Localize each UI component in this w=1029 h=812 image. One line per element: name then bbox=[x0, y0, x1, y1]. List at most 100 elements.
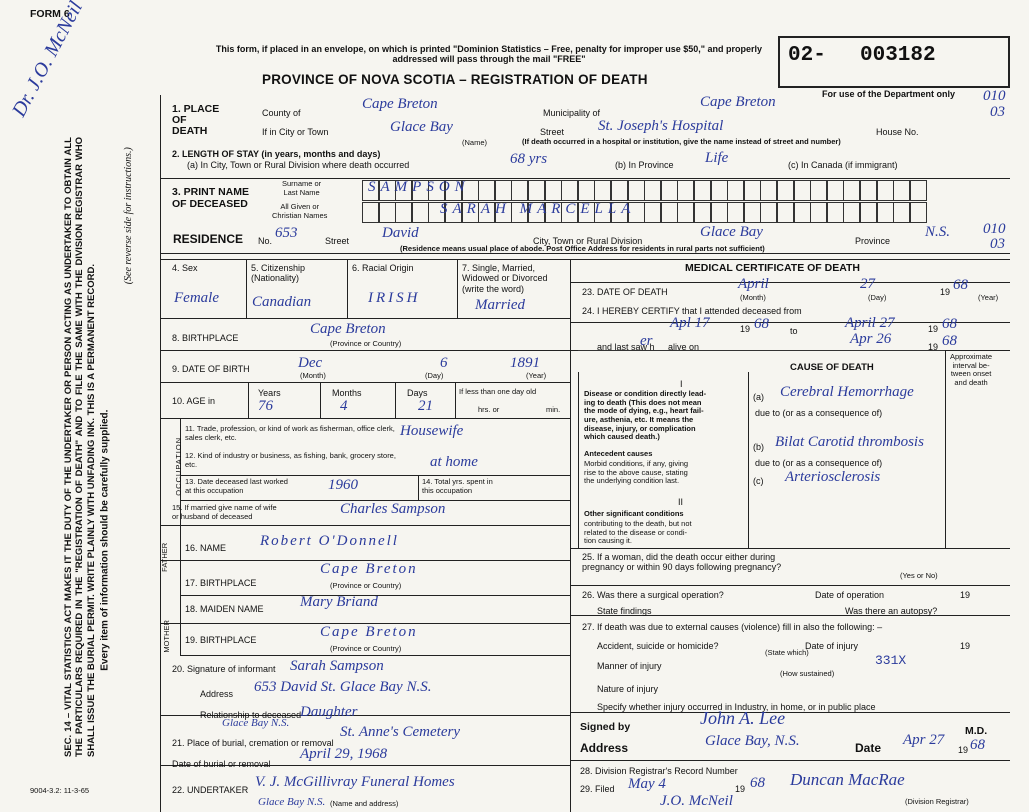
margin-reverse: (See reverse side for instructions.) bbox=[122, 147, 134, 285]
informant-address-label: Address bbox=[200, 689, 234, 699]
cause-other-text: contributing to the death, but not relat… bbox=[584, 519, 692, 546]
questions-yes-no: (Yes or No) bbox=[900, 571, 938, 580]
rule bbox=[160, 259, 1010, 260]
registrar-hint: (Division Registrar) bbox=[905, 797, 969, 806]
medical-month-hint: (Month) bbox=[740, 293, 766, 302]
place-county-label: County of bbox=[262, 108, 301, 118]
rule bbox=[180, 525, 181, 655]
burial-v22: V. J. McGillivray Funeral Homes bbox=[255, 774, 455, 790]
letter-box bbox=[810, 202, 828, 223]
informant-relation-label: Relationship to deceased bbox=[200, 710, 302, 720]
personal-marital-label: 7. Single, Married, Widowed or Divorced … bbox=[462, 263, 548, 294]
questions-q25: 25. If a woman, did the death occur eith… bbox=[582, 552, 782, 573]
letter-box bbox=[627, 180, 645, 201]
registrar-q29: 29. Filed bbox=[580, 784, 615, 794]
rule bbox=[570, 548, 1010, 549]
medical-q24: 24. I HEREBY CERTIFY that I attended dec… bbox=[582, 306, 802, 316]
rule bbox=[160, 95, 161, 812]
questions-autopsy: Was there an autopsy? bbox=[845, 606, 938, 616]
occupation-q13: 13. Date deceased last worked at this oc… bbox=[185, 477, 288, 495]
personal-dob-month: Dec bbox=[298, 355, 323, 371]
letter-box bbox=[843, 202, 861, 223]
letter-box bbox=[644, 180, 662, 201]
family-v16: Robert O'Donnell bbox=[260, 533, 399, 549]
cause-other: Other significant conditions bbox=[584, 509, 684, 518]
letter-box bbox=[660, 180, 678, 201]
residence-street-label: Street bbox=[325, 236, 350, 246]
letter-box bbox=[611, 202, 628, 223]
letter-box bbox=[677, 180, 695, 201]
medical-alive: alive on bbox=[668, 342, 700, 352]
rule bbox=[455, 382, 456, 418]
cause-box bbox=[578, 350, 945, 548]
letter-box bbox=[511, 180, 529, 201]
stay-c: (c) In Canada (if immigrant) bbox=[788, 160, 898, 170]
letter-box bbox=[826, 180, 844, 201]
residence-street: David bbox=[382, 225, 419, 241]
cause-c: Arteriosclerosis bbox=[785, 469, 881, 485]
letter-box bbox=[544, 180, 562, 201]
rule bbox=[180, 500, 570, 501]
personal-min: min. bbox=[546, 405, 561, 414]
signature-md: M.D. bbox=[965, 725, 988, 737]
letter-box bbox=[411, 180, 429, 201]
letter-box bbox=[378, 180, 396, 201]
letter-box bbox=[511, 202, 529, 223]
personal-birthplace: Cape Breton bbox=[310, 321, 386, 337]
place-street-label: Street bbox=[540, 127, 565, 137]
letter-box bbox=[826, 202, 844, 223]
rule bbox=[160, 560, 570, 561]
registrar-filed-year: 68 bbox=[750, 775, 765, 791]
medical-from-prefix: 19 bbox=[740, 324, 751, 334]
letter-box bbox=[876, 180, 894, 201]
personal-day-hint: (Day) bbox=[425, 371, 444, 380]
stay-a-value: 68 yrs bbox=[510, 151, 548, 167]
residence-label: RESIDENCE bbox=[173, 232, 244, 246]
registrar-filed: May 4 bbox=[628, 776, 666, 792]
rule bbox=[180, 418, 181, 525]
letter-box bbox=[411, 202, 429, 223]
letter-box bbox=[494, 180, 512, 201]
personal-age-label: 10. AGE in bbox=[172, 396, 216, 406]
registrar-q28: 28. Division Registrar's Record Number bbox=[580, 766, 738, 776]
letter-box bbox=[461, 180, 479, 201]
signature-address-label: Address bbox=[580, 741, 629, 755]
personal-sex: Female bbox=[174, 290, 219, 306]
medical-q23: 23. DATE OF DEATH bbox=[582, 287, 668, 297]
cause-b-label: (b) bbox=[753, 442, 764, 452]
signature-signed-label: Signed by bbox=[580, 721, 631, 733]
questions-nature: Nature of injury bbox=[597, 684, 659, 694]
cause-antecedent: Antecedent causes bbox=[584, 449, 653, 458]
letter-box bbox=[494, 202, 512, 223]
occupation-v13: 1960 bbox=[328, 477, 358, 493]
personal-months-label: Months bbox=[332, 388, 362, 398]
stay-a: (a) In City, Town or Rural Division wher… bbox=[187, 160, 410, 170]
residence-code-bottom: 03 bbox=[990, 236, 1005, 252]
place-municipality-label: Municipality of bbox=[543, 108, 601, 118]
rule bbox=[570, 760, 1010, 761]
letter-box bbox=[760, 180, 778, 201]
header-reg-number: 003182 bbox=[860, 44, 936, 67]
stay-label: 2. LENGTH OF STAY (in years, months and … bbox=[172, 149, 381, 159]
stay-b-value: Life bbox=[705, 150, 729, 166]
rule bbox=[418, 475, 419, 500]
questions-manner: Manner of injury bbox=[597, 661, 662, 671]
deceased-surname-label: Surname or Last Name bbox=[282, 179, 322, 197]
rule bbox=[570, 282, 1010, 283]
deceased-given-label: All Given or Christian Names bbox=[272, 202, 328, 220]
deceased-given: SARAH MARCELLA bbox=[440, 201, 636, 217]
family-v19: Cape Breton bbox=[320, 624, 418, 640]
cause-c-label: (c) bbox=[753, 476, 764, 486]
letter-box bbox=[710, 202, 728, 223]
place-house-label: House No. bbox=[876, 127, 919, 137]
burial-date-label: Date of burial or removal bbox=[172, 759, 271, 769]
header-footer: 9004-3.2: 11-3-65 bbox=[30, 786, 90, 795]
letter-box bbox=[777, 202, 794, 223]
personal-years: 76 bbox=[258, 398, 273, 414]
rule bbox=[180, 595, 570, 596]
medical-header: MEDICAL CERTIFICATE OF DEATH bbox=[685, 262, 860, 274]
letter-box bbox=[743, 202, 761, 223]
letter-box bbox=[727, 180, 745, 201]
letter-box bbox=[428, 180, 446, 201]
family-hint19: (Province or Country) bbox=[330, 644, 402, 653]
